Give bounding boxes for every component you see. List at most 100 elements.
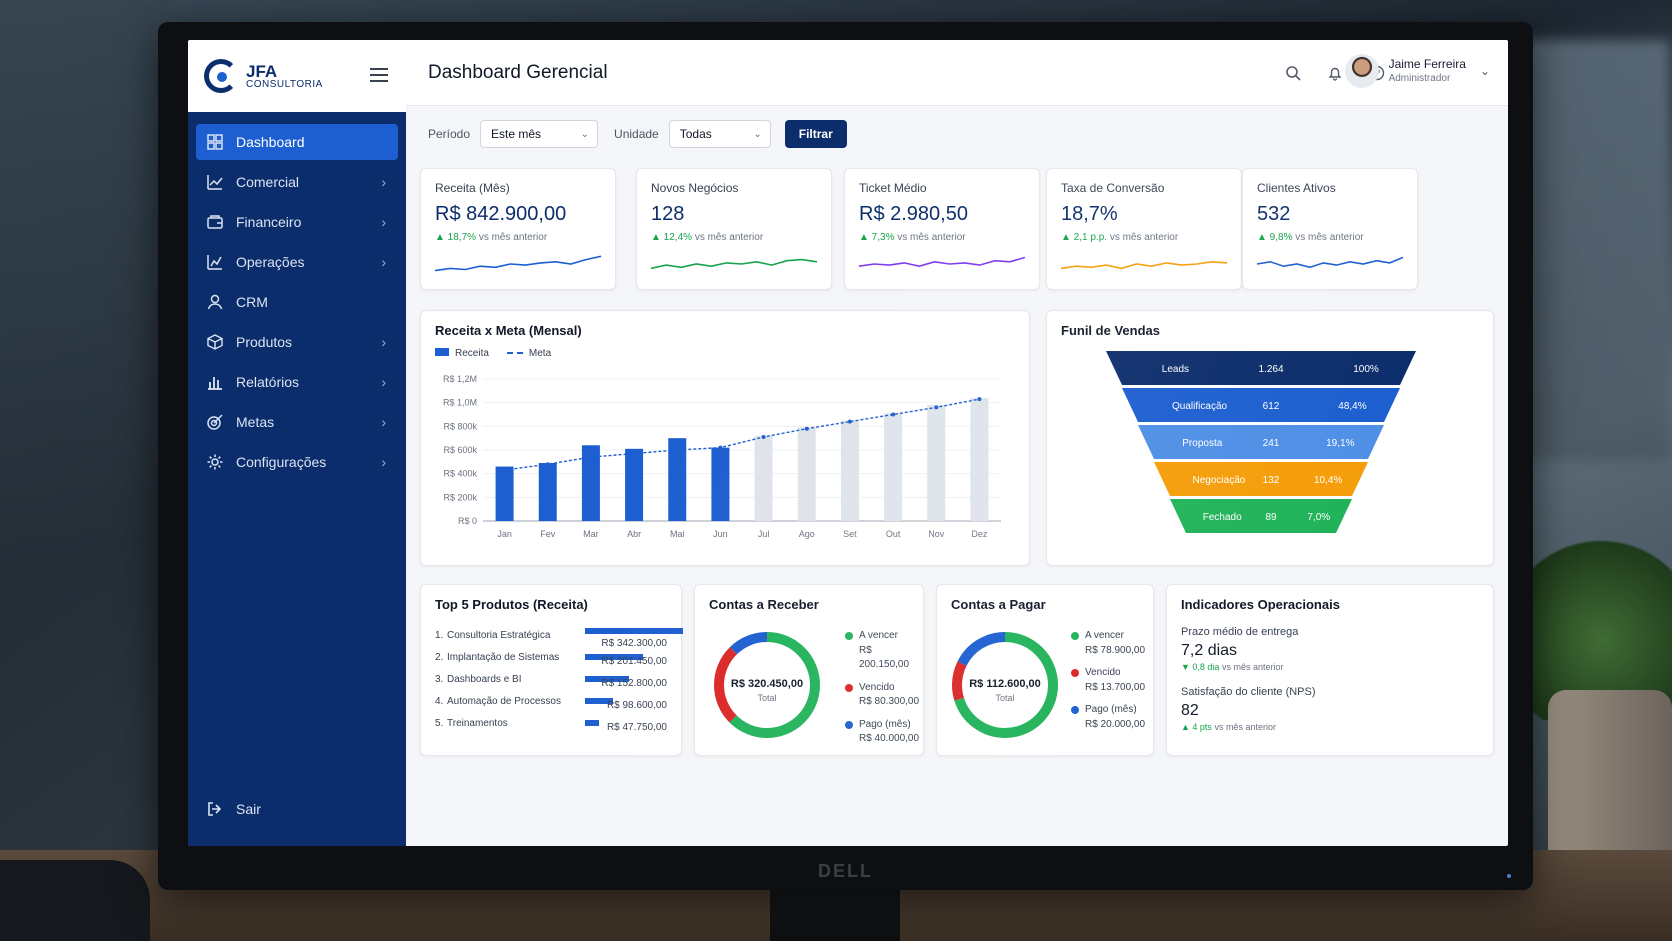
logo-icon bbox=[204, 59, 238, 93]
sidebar-item-produtos[interactable]: Produtos › bbox=[196, 324, 398, 360]
unit-value: Todas bbox=[679, 127, 712, 141]
point-meta[interactable] bbox=[761, 434, 766, 439]
user-info: Jaime Ferreira Administrador bbox=[1389, 57, 1466, 86]
payables-title: Contas a Pagar bbox=[951, 597, 1046, 612]
menu-toggle-icon[interactable] bbox=[370, 68, 388, 82]
top-products-list: 1. Consultoria Estratégica R$ 342.300,00 2.… bbox=[435, 624, 683, 734]
chart-title: Receita x Meta (Mensal) bbox=[435, 323, 582, 338]
legend-value: R$ 78.900,00 bbox=[1085, 644, 1146, 656]
sidebar-item-label: Relatórios bbox=[236, 374, 300, 390]
bell-icon[interactable] bbox=[1324, 62, 1346, 84]
sidebar-item-operacoes[interactable]: Operações › bbox=[196, 244, 398, 280]
receivables-legend: A vencer R$ 200.150,00 Vencido R$ 80.300,00… bbox=[845, 629, 923, 755]
point-meta[interactable] bbox=[977, 397, 982, 402]
kpi-title: Ticket Médio bbox=[859, 181, 927, 195]
point-meta[interactable] bbox=[632, 451, 637, 456]
point-meta[interactable] bbox=[847, 419, 852, 424]
period-label: Período bbox=[428, 127, 471, 141]
legend-item: Vencido R$ 80.300,00 bbox=[845, 681, 923, 710]
indicator-change-note: vs mês anterior bbox=[1221, 662, 1284, 672]
bar-receita[interactable] bbox=[495, 466, 514, 521]
receivables-donut: R$ 320.450,00 Total bbox=[714, 632, 820, 738]
bar-receita[interactable] bbox=[538, 463, 557, 521]
bar-receita[interactable] bbox=[754, 435, 773, 521]
funnel-stage-pct: 19,1% bbox=[1326, 438, 1354, 449]
point-meta[interactable] bbox=[588, 455, 593, 460]
sidebar-item-configuracoes[interactable]: Configurações › bbox=[196, 444, 398, 480]
product-name: Implantação de Sistemas bbox=[447, 651, 560, 663]
legend-dot bbox=[845, 632, 853, 640]
kpi-value: R$ 2.980,50 bbox=[859, 203, 968, 225]
target-icon bbox=[206, 413, 224, 431]
list-item[interactable]: 5. Treinamentos R$ 47.750,00 bbox=[435, 712, 667, 734]
x-tick-label: Mar bbox=[583, 529, 599, 539]
funnel-stage[interactable] bbox=[1170, 499, 1352, 533]
donut-segment[interactable] bbox=[714, 632, 820, 738]
indicators-title: Indicadores Operacionais bbox=[1181, 597, 1340, 612]
sidebar-item-metas[interactable]: Metas › bbox=[196, 404, 398, 440]
sidebar-item-label: Operações bbox=[236, 254, 305, 270]
wallet-icon bbox=[206, 213, 224, 231]
point-meta[interactable] bbox=[804, 426, 809, 431]
bar-receita[interactable] bbox=[581, 445, 600, 521]
bar-receita[interactable] bbox=[668, 438, 687, 521]
indicator-value: 7,2 dias bbox=[1181, 642, 1238, 659]
list-item[interactable]: 4. Automação de Processos R$ 98.600,00 bbox=[435, 690, 667, 712]
funnel-stage[interactable] bbox=[1154, 462, 1368, 496]
funnel-stage[interactable] bbox=[1106, 351, 1416, 385]
logout-button[interactable]: Sair bbox=[206, 800, 261, 818]
unit-select[interactable]: Todas ⌄ bbox=[668, 120, 771, 148]
donut-segment[interactable] bbox=[714, 632, 820, 738]
funnel-stage-label: Leads bbox=[1162, 364, 1189, 375]
sparkline-line bbox=[650, 258, 818, 270]
sparkline-line bbox=[434, 255, 602, 272]
bar-receita[interactable] bbox=[625, 448, 644, 521]
user-menu[interactable]: Jaime Ferreira Administrador ⌄ bbox=[1344, 54, 1490, 88]
legend-revenue-swatch bbox=[435, 348, 449, 356]
list-item[interactable]: 2. Implantação de Sistemas R$ 201.450,00 bbox=[435, 646, 667, 668]
point-meta[interactable] bbox=[502, 468, 507, 473]
kpi-sparkline bbox=[650, 258, 818, 270]
y-tick-label: R$ 0 bbox=[458, 516, 477, 526]
funnel-stage[interactable] bbox=[1122, 388, 1400, 422]
sidebar-item-financeiro[interactable]: Financeiro › bbox=[196, 204, 398, 240]
product-bar bbox=[585, 720, 599, 726]
kpi-title: Novos Negócios bbox=[651, 181, 739, 195]
filter-button[interactable]: Filtrar bbox=[784, 120, 847, 148]
point-meta[interactable] bbox=[891, 412, 896, 417]
bar-receita[interactable] bbox=[711, 447, 730, 521]
brand-logo: JFA CONSULTORIA bbox=[246, 63, 323, 90]
sidebar-item-crm[interactable]: CRM bbox=[196, 284, 398, 320]
point-meta[interactable] bbox=[675, 448, 680, 452]
sidebar-item-relatorios[interactable]: Relatórios › bbox=[196, 364, 398, 400]
revenue-vs-target-chart: Receita x Meta (Mensal) Receita Meta R$ … bbox=[420, 310, 1030, 566]
bar-receita[interactable] bbox=[797, 427, 816, 521]
bar-receita[interactable] bbox=[927, 405, 946, 521]
x-tick-label: Nov bbox=[928, 529, 945, 539]
indicator-label: Satisfação do cliente (NPS) bbox=[1181, 686, 1316, 698]
indicator-label: Prazo médio de entrega bbox=[1181, 626, 1299, 638]
point-meta[interactable] bbox=[934, 405, 939, 410]
bar-receita[interactable] bbox=[884, 413, 903, 521]
product-bar bbox=[585, 628, 683, 634]
funnel-stage-count: 612 bbox=[1263, 401, 1280, 412]
funnel-stage[interactable] bbox=[1138, 425, 1384, 459]
avatar bbox=[1344, 54, 1379, 88]
bar-receita[interactable] bbox=[970, 397, 989, 521]
sparkline-line bbox=[858, 256, 1026, 268]
point-meta[interactable] bbox=[545, 462, 550, 467]
donut-segment[interactable] bbox=[952, 632, 1058, 738]
list-item[interactable]: 3. Dashboards e BI R$ 152.800,00 bbox=[435, 668, 667, 690]
sidebar-item-dashboard[interactable]: Dashboard bbox=[196, 124, 398, 160]
donut-segment[interactable] bbox=[952, 632, 1058, 738]
bar-receita[interactable] bbox=[840, 420, 859, 521]
sidebar-item-label: Configurações bbox=[236, 454, 327, 470]
sidebar-item-comercial[interactable]: Comercial › bbox=[196, 164, 398, 200]
point-meta[interactable] bbox=[718, 445, 723, 450]
box-icon bbox=[206, 333, 224, 351]
list-item[interactable]: 1. Consultoria Estratégica R$ 342.300,00 bbox=[435, 624, 683, 649]
period-select[interactable]: Este mês ⌄ bbox=[480, 120, 599, 148]
y-tick-label: R$ 1,0M bbox=[443, 398, 477, 408]
search-icon[interactable] bbox=[1282, 62, 1304, 84]
